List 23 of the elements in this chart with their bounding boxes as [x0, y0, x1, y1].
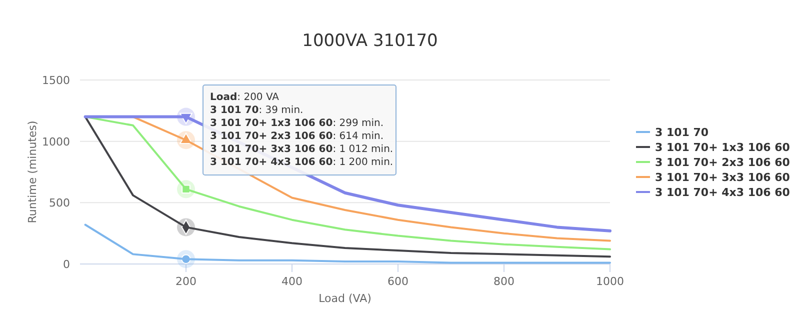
- legend-label: 3 101 70+ 1x3 106 60: [655, 141, 790, 154]
- annotation: 3 101 70+ 3x3 106 60: 1 012 min.: [210, 144, 394, 155]
- y-tick-label: 1500: [42, 74, 70, 87]
- annotation: Load: 200 VA: [210, 92, 280, 103]
- y-tick-label: 500: [49, 196, 70, 210]
- legend-label: 3 101 70+ 3x3 106 60: [655, 171, 790, 184]
- x-tick-label: 1000: [596, 275, 624, 288]
- x-tick-label: 200: [176, 275, 196, 288]
- x-tick-label: 400: [282, 275, 302, 288]
- legend-label: 3 101 70+ 2x3 106 60: [655, 156, 790, 169]
- y-tick-label: 0: [63, 258, 70, 271]
- x-tick-label: 600: [388, 275, 408, 288]
- x-axis-title: Load (VA): [318, 292, 372, 305]
- annotation: 3 101 70+ 2x3 106 60: 614 min.: [210, 131, 384, 142]
- annotation: 3 101 70+ 1x3 106 60: 299 min.: [210, 118, 384, 129]
- y-tick-label: 1000: [42, 135, 70, 148]
- legend-label: 3 101 70+ 4x3 106 60: [655, 186, 790, 199]
- y-axis-title: Runtime (minutes): [26, 120, 39, 224]
- chart-title: 1000VA 310170: [302, 31, 438, 51]
- annotation: 3 101 70: 39 min.: [210, 105, 304, 116]
- annotation: 3 101 70+ 4x3 106 60: 1 200 min.: [210, 157, 394, 168]
- legend-label: 3 101 70: [655, 126, 709, 139]
- x-tick-label: 800: [494, 275, 514, 288]
